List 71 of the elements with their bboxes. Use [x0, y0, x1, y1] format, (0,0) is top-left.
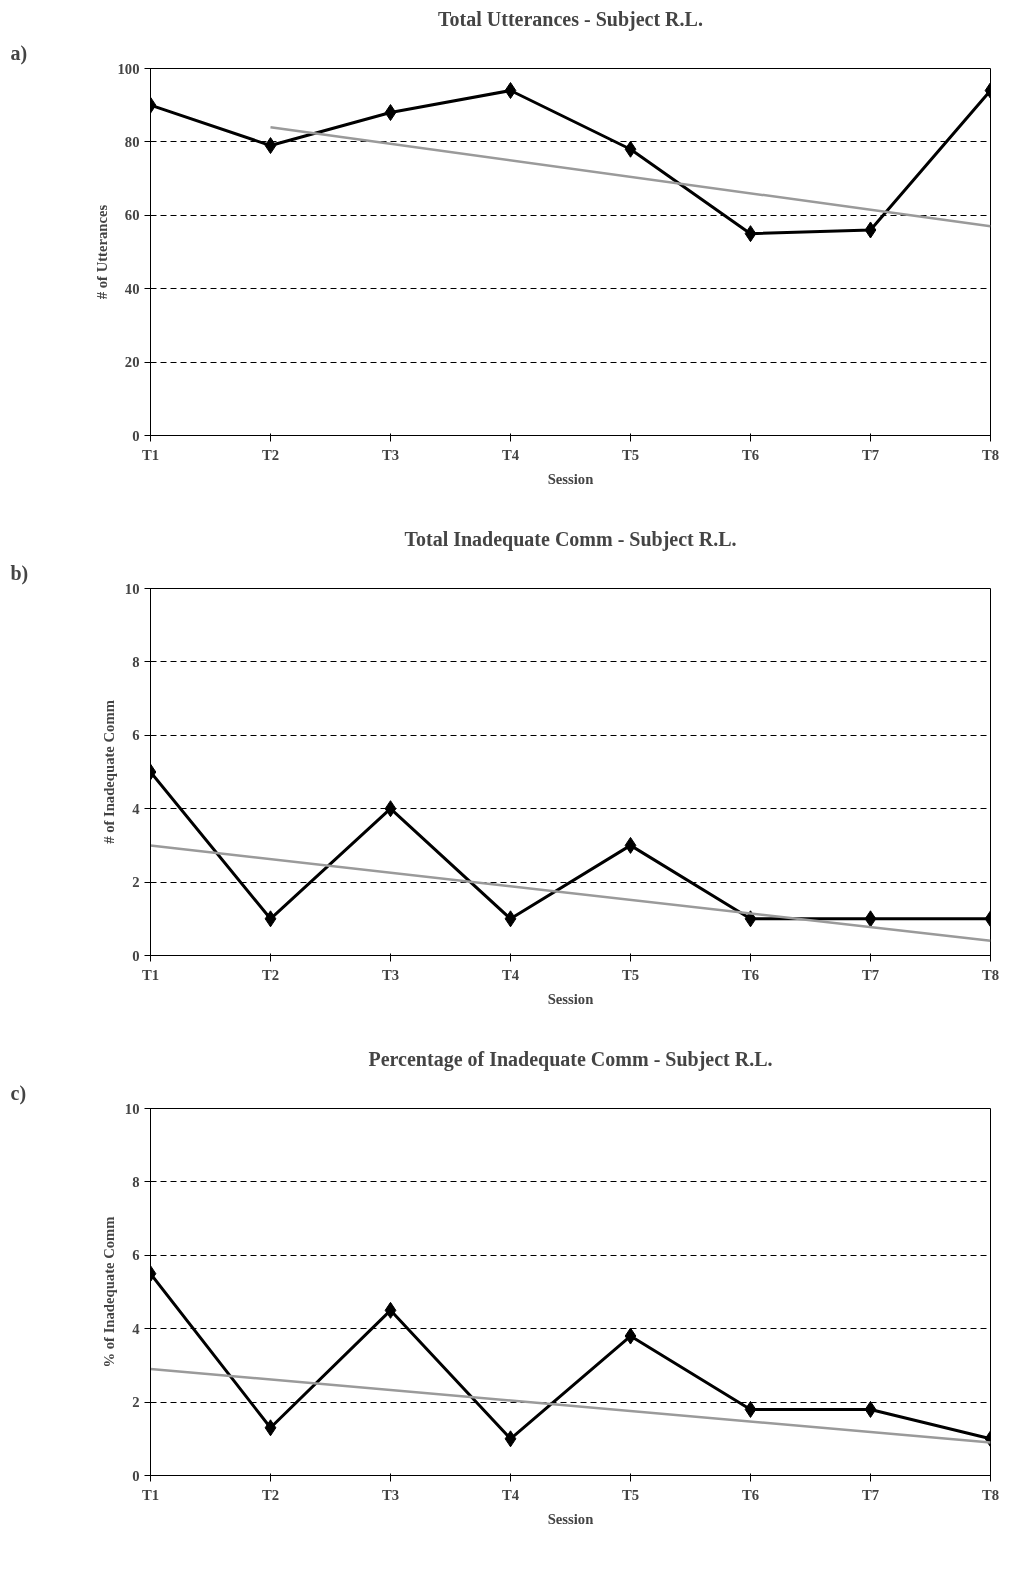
y-tick-label: 2 [132, 874, 140, 891]
y-tick-label: 100 [117, 60, 140, 77]
point [264, 910, 277, 928]
x-tick-label: T7 [861, 446, 880, 463]
point [384, 104, 397, 122]
y-tick-label: 6 [132, 727, 140, 744]
point [744, 225, 757, 243]
x-tick-label: T7 [861, 1486, 880, 1503]
x-tick-label: T6 [741, 446, 760, 463]
x-axis-title: Session [547, 1510, 594, 1527]
chart-title: Total Inadequate Comm - Subject R.L. [404, 527, 737, 551]
y-tick-label: 0 [132, 427, 140, 444]
y-tick-label: 4 [132, 800, 141, 817]
x-tick-label: T5 [621, 966, 640, 983]
x-tick-label: T2 [261, 966, 280, 983]
x-tick-label: T2 [261, 446, 280, 463]
point [504, 910, 517, 928]
point [264, 1419, 277, 1437]
y-tick-label: 10 [124, 1100, 140, 1117]
point [864, 221, 877, 239]
x-tick-label: T3 [381, 966, 400, 983]
y-tick-label: 2 [132, 1394, 140, 1411]
point [864, 1400, 877, 1418]
x-tick-label: T1 [141, 966, 160, 983]
x-tick-label: T3 [381, 446, 400, 463]
x-tick-label: T3 [381, 1486, 400, 1503]
y-tick-label: 4 [132, 1320, 141, 1337]
x-axis-title: Session [547, 470, 594, 487]
point [744, 1400, 757, 1418]
point [384, 800, 397, 818]
point [504, 82, 517, 100]
y-tick-label: 8 [132, 653, 140, 670]
y-axis-title: % of Inadequate Comm [100, 1216, 117, 1368]
x-tick-label: T4 [501, 966, 520, 983]
point [624, 836, 637, 854]
text: c) [10, 1081, 27, 1105]
x-tick-label: T8 [981, 966, 1000, 983]
x-tick-label: T5 [621, 1486, 640, 1503]
point [384, 1301, 397, 1319]
y-tick-label: 60 [124, 207, 140, 224]
x-axis-title: Session [547, 990, 594, 1007]
y-tick-label: 10 [124, 580, 140, 597]
point [864, 910, 877, 928]
text: b) [10, 561, 29, 585]
y-tick-label: 8 [132, 1173, 140, 1190]
y-tick-label: 6 [132, 1247, 140, 1264]
y-axis-title: # of Inadequate Comm [100, 700, 117, 844]
x-tick-label: T6 [741, 1486, 760, 1503]
y-tick-label: 40 [124, 280, 140, 297]
x-tick-label: T7 [861, 966, 880, 983]
text: a) [10, 41, 28, 65]
y-tick-label: 80 [124, 133, 140, 150]
chart-title: Percentage of Inadequate Comm - Subject R.L. [368, 1047, 773, 1071]
y-axis-title: # of Utterances [93, 204, 110, 300]
point [504, 1430, 517, 1448]
x-tick-label: T8 [981, 1486, 1000, 1503]
x-tick-label: T1 [141, 446, 160, 463]
point [264, 137, 277, 155]
chart-title: Total Utterances - Subject R.L. [438, 7, 703, 31]
x-tick-label: T1 [141, 1486, 160, 1503]
point [624, 140, 637, 158]
y-tick-label: 0 [132, 947, 140, 964]
x-tick-label: T8 [981, 446, 1000, 463]
y-tick-label: 20 [124, 354, 140, 371]
y-tick-label: 0 [132, 1467, 140, 1484]
x-tick-label: T2 [261, 1486, 280, 1503]
x-tick-label: T6 [741, 966, 760, 983]
x-tick-label: T4 [501, 446, 520, 463]
point [624, 1327, 637, 1345]
x-tick-label: T5 [621, 446, 640, 463]
x-tick-label: T4 [501, 1486, 520, 1503]
